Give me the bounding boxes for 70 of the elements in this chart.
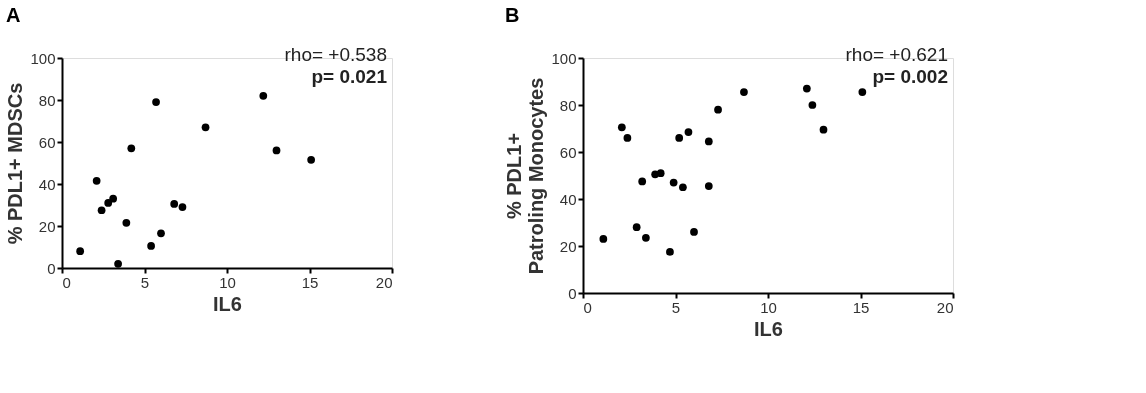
point (704, 137, 713, 146)
x-axis-title: IL6 (213, 292, 242, 315)
y-tick-label: 100 (30, 49, 56, 67)
y-tick-label: 60 (559, 143, 577, 161)
x-tick-label: 20 (936, 298, 954, 316)
point (122, 218, 131, 227)
point (684, 128, 693, 136)
point (675, 134, 684, 142)
point (152, 98, 160, 106)
annotation: rho= +0.538 (284, 44, 387, 65)
point (819, 125, 828, 134)
point (114, 259, 122, 268)
point (617, 123, 626, 132)
y-tick-label: 60 (38, 133, 56, 151)
annotation: rho= +0.621 (845, 44, 948, 65)
y-tick-label: 40 (38, 175, 56, 193)
y-tick-label: 100 (551, 49, 577, 67)
point (704, 182, 713, 190)
point (92, 176, 101, 185)
point (666, 248, 674, 256)
point (272, 146, 281, 155)
y-axis-title: % PDL1+ MDSCs (4, 82, 27, 245)
y-tick-label: 20 (559, 237, 577, 255)
x-axis-title: IL6 (754, 317, 783, 340)
point (656, 169, 665, 178)
point (638, 177, 647, 186)
x-tick-label: 10 (219, 273, 236, 291)
x-tick-label: 10 (760, 298, 777, 316)
x-tick-label: 15 (852, 298, 870, 316)
annotation: p= 0.002 (872, 66, 948, 87)
point (76, 247, 85, 256)
y-tick-label: 0 (47, 259, 56, 277)
point (679, 183, 687, 192)
point (97, 206, 106, 215)
x-tick-label: 15 (301, 273, 319, 291)
point (104, 199, 113, 207)
point (808, 101, 817, 109)
point (642, 233, 650, 242)
point (669, 178, 678, 187)
y-tick-label: 0 (568, 284, 577, 302)
x-tick-label: 20 (375, 273, 393, 291)
y-tick-label: 20 (38, 217, 56, 235)
y-tick-label: 80 (559, 96, 577, 114)
point (157, 229, 165, 238)
point (170, 200, 179, 208)
point (178, 203, 187, 211)
x-tick-label: 0 (583, 298, 592, 316)
x-tick-label: 5 (140, 273, 150, 291)
point (599, 235, 608, 243)
point (690, 228, 698, 236)
point (147, 242, 155, 250)
point (109, 194, 118, 203)
point (632, 223, 641, 232)
point (714, 105, 722, 114)
x-tick-label: 5 (671, 298, 681, 316)
point (201, 123, 210, 132)
point (740, 88, 748, 96)
y-tick-label: 80 (38, 91, 56, 109)
y-axis-title: % PDL1+ Patroling Monocytes (503, 77, 548, 275)
point (858, 88, 867, 96)
annotation: p= 0.021 (311, 66, 388, 87)
point (259, 91, 268, 100)
chart-title: B (504, 4, 520, 26)
point (307, 155, 316, 164)
x-tick-label: 0 (62, 273, 71, 291)
point (623, 134, 632, 142)
point (802, 84, 811, 93)
y-tick-label: 40 (559, 190, 577, 208)
point (127, 144, 136, 153)
chart-title: A (5, 4, 21, 26)
